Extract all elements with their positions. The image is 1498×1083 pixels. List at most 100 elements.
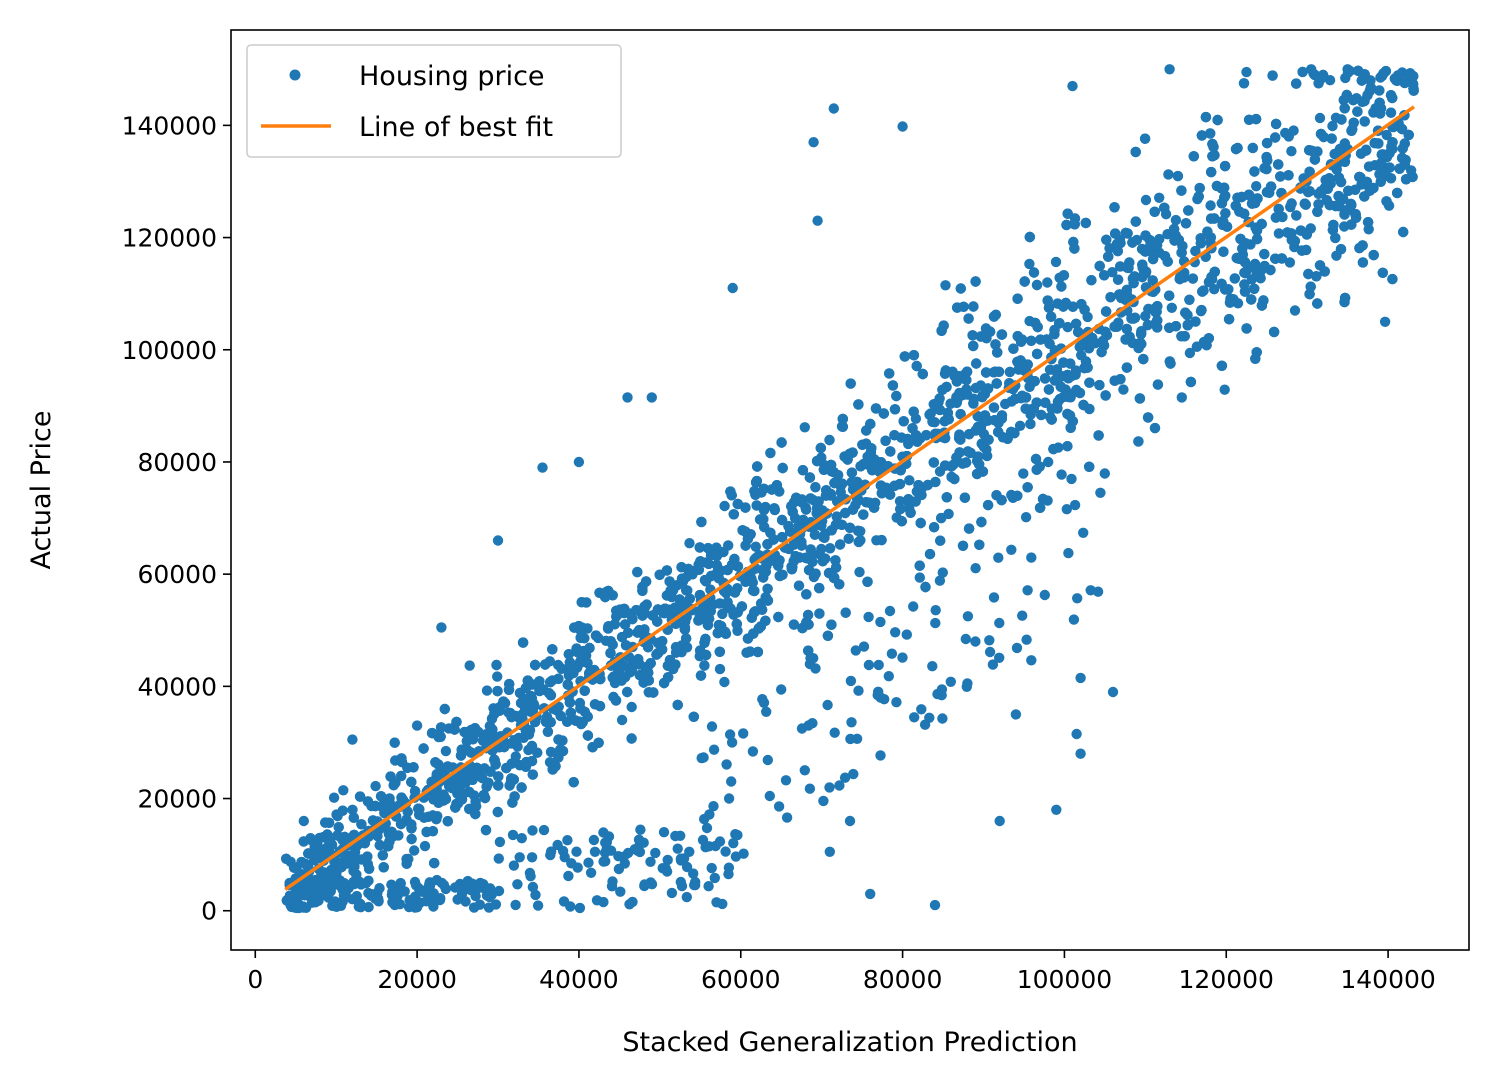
scatter-point xyxy=(439,703,450,715)
scatter-point xyxy=(1166,302,1178,313)
scatter-point xyxy=(426,727,438,739)
scatter-point xyxy=(840,607,851,618)
scatter-point xyxy=(634,670,646,681)
scatter-point xyxy=(1134,393,1146,404)
scatter-point xyxy=(1403,129,1414,141)
scatter-point xyxy=(721,759,732,770)
scatter-point xyxy=(1396,123,1408,135)
scatter-point xyxy=(418,812,430,823)
scatter-point xyxy=(824,543,836,554)
scatter-point xyxy=(1191,341,1203,352)
scatter-point xyxy=(1352,106,1363,117)
scatter-point xyxy=(1318,131,1329,143)
scatter-point xyxy=(1362,90,1373,101)
scatter-point xyxy=(935,535,946,546)
scatter-point xyxy=(910,496,921,507)
scatter-point xyxy=(1094,379,1105,391)
scatter-point xyxy=(374,840,385,851)
scatter-point xyxy=(788,555,799,567)
scatter-point xyxy=(571,846,582,857)
scatter-point xyxy=(752,646,764,658)
scatter-point xyxy=(738,848,749,859)
scatter-point xyxy=(768,534,779,545)
scatter-point xyxy=(1137,259,1148,270)
scatter-point xyxy=(1064,410,1076,421)
scatter-point xyxy=(558,896,570,907)
scatter-point xyxy=(1251,268,1263,279)
scatter-point xyxy=(981,450,993,462)
scatter-point xyxy=(575,632,586,643)
scatter-point xyxy=(1305,281,1316,292)
scatter-point xyxy=(480,824,492,836)
scatter-point xyxy=(572,646,583,658)
scatter-point xyxy=(1205,128,1216,139)
scatter-point xyxy=(620,640,632,651)
scatter-point xyxy=(1273,159,1284,170)
scatter-point xyxy=(452,894,463,905)
scatter-point xyxy=(622,392,633,403)
scatter-point xyxy=(858,509,869,520)
scatter-point xyxy=(383,840,394,852)
scatter-point xyxy=(594,700,606,712)
scatter-point xyxy=(996,494,1007,506)
scatter-point xyxy=(312,839,323,850)
scatter-point xyxy=(547,764,558,775)
scatter-point xyxy=(803,720,814,731)
x-axis-ticks: 0 20000 40000 60000 80000 100000 120000 140000 xyxy=(247,950,1436,994)
scatter-point xyxy=(622,686,633,698)
scatter-point xyxy=(1241,323,1252,334)
scatter-point xyxy=(634,625,645,636)
scatter-point xyxy=(375,791,387,802)
scatter-point xyxy=(1045,311,1057,322)
scatter-point xyxy=(1152,379,1164,390)
scatter-point xyxy=(830,562,842,573)
scatter-point xyxy=(1061,504,1073,515)
scatter-point xyxy=(1154,192,1165,203)
scatter-point xyxy=(708,744,720,755)
scatter-point xyxy=(837,413,848,425)
scatter-point xyxy=(884,368,895,379)
scatter-point xyxy=(424,879,435,890)
scatter-point xyxy=(706,721,718,732)
scatter-point xyxy=(719,500,730,512)
scatter-point xyxy=(934,575,946,586)
scatter-point xyxy=(333,822,344,833)
scatter-point xyxy=(540,716,552,727)
scatter-point xyxy=(990,339,1001,350)
scatter-point xyxy=(750,477,762,488)
scatter-point xyxy=(529,659,541,671)
scatter-point xyxy=(1220,284,1231,295)
scatter-point xyxy=(642,642,654,653)
scatter-point xyxy=(489,755,500,766)
scatter-point xyxy=(924,548,936,560)
scatter-point xyxy=(700,842,711,853)
scatter-point xyxy=(814,582,825,594)
scatter-point xyxy=(1066,370,1077,382)
scatter-point xyxy=(643,667,654,678)
scatter-point xyxy=(625,667,636,678)
scatter-point xyxy=(809,529,821,540)
scatter-point xyxy=(328,792,340,803)
scatter-point xyxy=(936,512,947,524)
scatter-point xyxy=(914,560,925,571)
scatter-point xyxy=(976,516,987,528)
scatter-point xyxy=(804,783,816,794)
scatter-point xyxy=(891,390,902,402)
scatter-point xyxy=(968,398,979,409)
scatter-point xyxy=(970,563,981,574)
scatter-point xyxy=(436,622,447,633)
scatter-point xyxy=(607,876,618,887)
scatter-point xyxy=(844,815,856,827)
scatter-point xyxy=(695,670,707,681)
scatter-point xyxy=(910,430,922,441)
scatter-point xyxy=(293,902,304,914)
scatter-point xyxy=(1273,228,1285,239)
scatter-point xyxy=(873,659,884,671)
scatter-point xyxy=(829,477,840,489)
scatter-point xyxy=(905,507,916,518)
scatter-point xyxy=(1062,208,1073,219)
scatter-point xyxy=(562,716,573,727)
scatter-point xyxy=(388,780,399,791)
scatter-point xyxy=(703,881,714,892)
scatter-point xyxy=(1028,267,1040,278)
